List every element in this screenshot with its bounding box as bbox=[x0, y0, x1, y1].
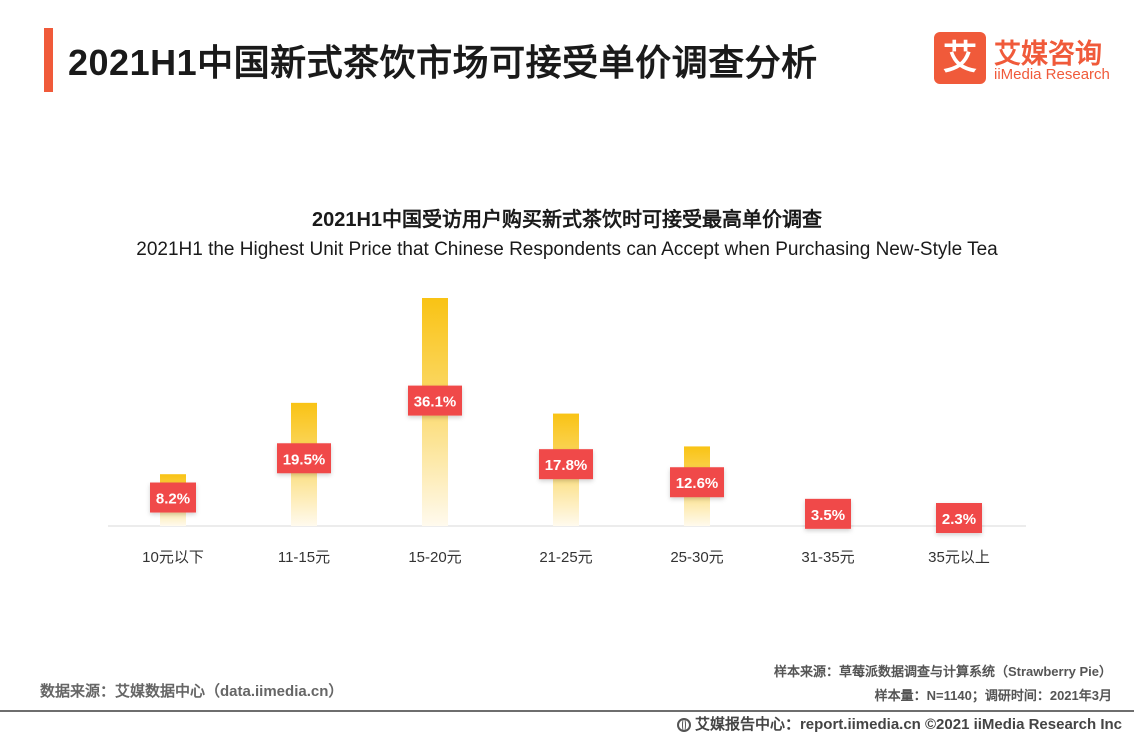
data-label-text: 3.5% bbox=[811, 507, 845, 524]
data-label-bg bbox=[670, 467, 724, 498]
sample-source: 样本来源：草莓派数据调查与计算系统（Strawberry Pie） bbox=[773, 664, 1112, 679]
data-label-bg bbox=[150, 482, 196, 513]
x-tick-label-3: 15-20元 bbox=[408, 549, 461, 566]
data-label-2: 19.5% bbox=[277, 443, 331, 474]
x-tick-label-4: 21-25元 bbox=[539, 549, 592, 566]
chart-title: 2021H1中国受访用户购买新式茶饮时可接受最高单价调查 bbox=[311, 209, 823, 231]
footer: 艾媒报告中心：report.iimedia.cn ©2021 iiMedia R… bbox=[676, 713, 1122, 734]
data-label-text: 17.8% bbox=[545, 457, 588, 474]
data-label-text: 8.2% bbox=[156, 491, 190, 508]
title-accent-bar bbox=[44, 28, 53, 92]
globe-icon bbox=[676, 718, 691, 732]
chart-subtitle: 2021H1 the Highest Unit Price that Chine… bbox=[136, 239, 998, 260]
data-label-1: 8.2% bbox=[150, 482, 196, 513]
data-label-3: 36.1% bbox=[408, 385, 462, 416]
iimedia-logo: 艾 艾媒咨询 iiMedia Research bbox=[934, 32, 1114, 88]
data-label-7: 2.3% bbox=[936, 503, 982, 534]
logo-name-en: iiMedia Research bbox=[994, 66, 1110, 83]
footer-text: 艾媒报告中心：report.iimedia.cn ©2021 iiMedia R… bbox=[694, 716, 1122, 733]
x-tick-label-5: 25-30元 bbox=[670, 549, 723, 566]
data-label-bg bbox=[539, 449, 593, 480]
x-tick-label-1: 10元以下 bbox=[142, 549, 204, 566]
data-label-text: 2.3% bbox=[942, 511, 976, 528]
data-label-text: 12.6% bbox=[676, 475, 719, 492]
page-title: 2021H1中国新式茶饮市场可接受单价调查分析 bbox=[68, 42, 818, 83]
x-tick-label-7: 35元以上 bbox=[928, 549, 990, 566]
data-label-bg bbox=[936, 503, 982, 534]
logo-name-cn: 艾媒咨询 bbox=[994, 39, 1102, 69]
data-label-5: 12.6% bbox=[670, 467, 724, 498]
sample-size-date: 样本量：N=1140；调研时间：2021年3月 bbox=[874, 688, 1112, 703]
logo-icon: 艾 bbox=[934, 32, 986, 84]
data-label-bg bbox=[805, 498, 851, 529]
data-label-bg bbox=[408, 385, 462, 416]
data-label-bg bbox=[277, 443, 331, 474]
data-label-text: 36.1% bbox=[414, 394, 457, 411]
data-label-text: 19.5% bbox=[283, 451, 326, 468]
sample-info: 样本来源：草莓派数据调查与计算系统（Strawberry Pie） 样本量：N=… bbox=[774, 660, 1112, 708]
data-label-4: 17.8% bbox=[539, 449, 593, 480]
data-label-6: 3.5% bbox=[805, 498, 851, 529]
x-tick-label-6: 31-35元 bbox=[801, 549, 854, 566]
x-tick-label-2: 11-15元 bbox=[278, 549, 330, 566]
footer-divider bbox=[0, 710, 1134, 712]
data-source: 数据来源：艾媒数据中心（data.iimedia.cn） bbox=[40, 683, 344, 700]
